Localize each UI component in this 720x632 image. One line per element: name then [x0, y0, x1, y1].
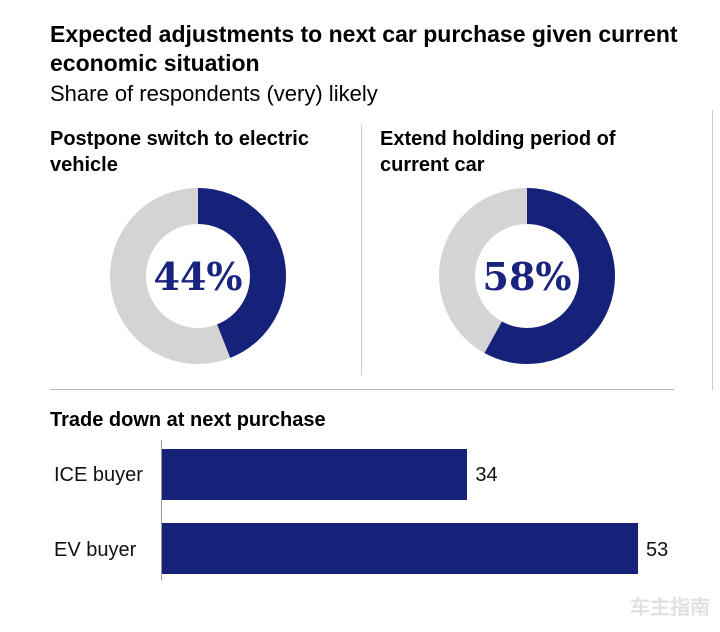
chart-subtitle: Share of respondents (very) likely: [50, 81, 378, 106]
section-divider: [50, 389, 674, 390]
donut-1-title: Postpone switch to electric vehicle: [50, 128, 309, 176]
bar-ice-buyer: [162, 449, 468, 500]
donut-2-value-arc: [439, 188, 615, 364]
donut-1-center-label: 44%: [154, 254, 243, 299]
donut-chart-postpone-ev: 44%: [110, 188, 286, 364]
donut-1-value-arc: [110, 188, 286, 364]
panel-divider: [361, 125, 362, 375]
donut-2-center-label: 58%: [483, 254, 572, 299]
bar-category-label-ev: EV buyer: [54, 539, 137, 561]
donut-chart-extend-holding: 58%: [439, 188, 615, 364]
right-divider: [712, 110, 713, 390]
bar-value-ev: 53: [646, 539, 669, 561]
bar-ev-buyer: [162, 523, 638, 574]
bar-category-label-ice: ICE buyer: [54, 464, 143, 486]
chart-title: Expected adjustments to next car purchas…: [50, 21, 678, 76]
donut-2-title: Extend holding period of current car: [380, 128, 616, 176]
bar-axis-line: [161, 440, 162, 580]
bar-value-ice: 34: [475, 464, 498, 486]
bar-chart-title: Trade down at next purchase: [50, 409, 326, 431]
watermark-text: 车主指南: [630, 597, 710, 619]
